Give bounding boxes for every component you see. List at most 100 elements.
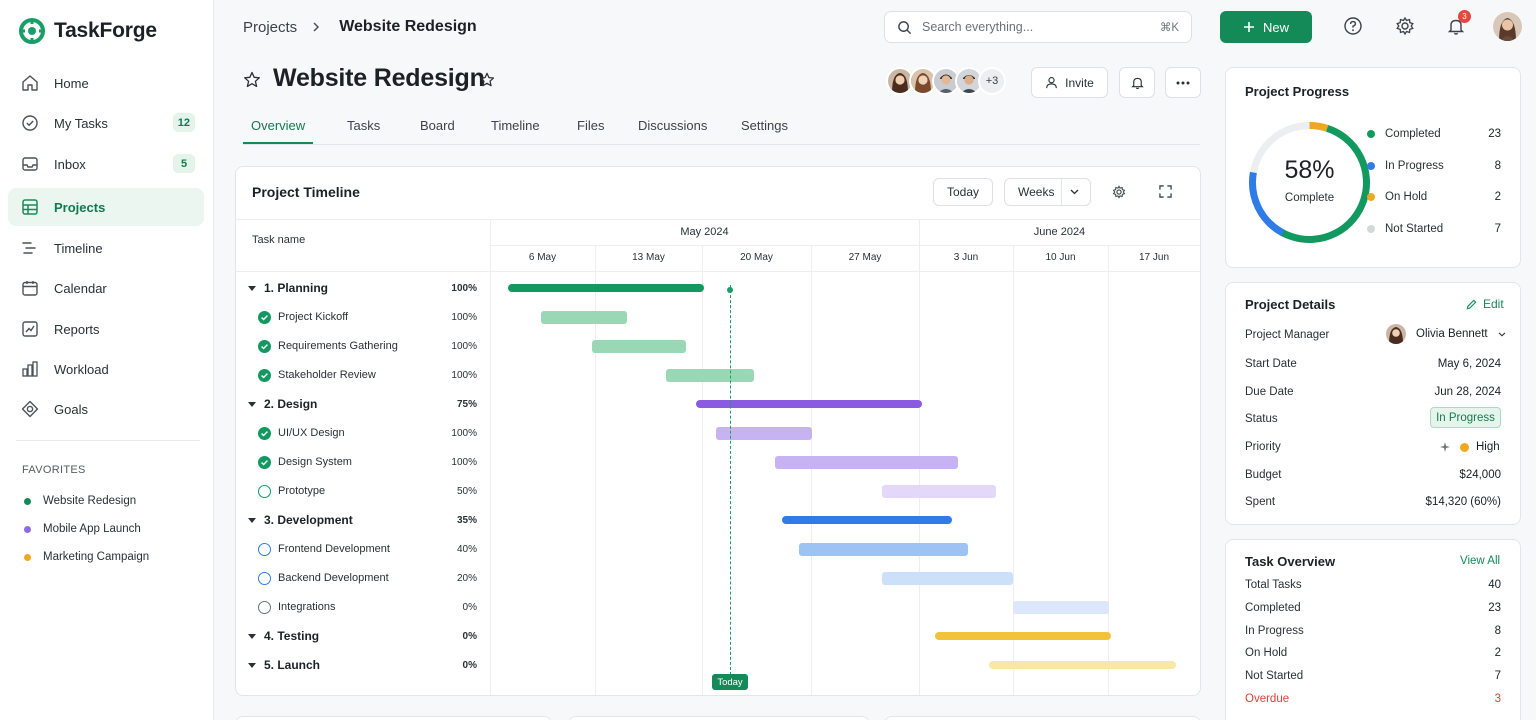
gantt-bar[interactable] bbox=[508, 284, 704, 292]
sidebar-item-reports[interactable]: Reports bbox=[8, 310, 204, 348]
collapse-caret-icon[interactable] bbox=[248, 634, 256, 639]
status-circle-icon[interactable] bbox=[258, 485, 271, 498]
task-row[interactable]: Project Kickoff 100% bbox=[236, 303, 490, 332]
more-options-button[interactable] bbox=[1165, 67, 1201, 98]
sidebar-item-calendar[interactable]: Calendar bbox=[8, 269, 204, 307]
search-icon bbox=[898, 20, 912, 34]
today-button[interactable]: Today bbox=[933, 178, 993, 206]
gantt-bar[interactable] bbox=[882, 485, 996, 498]
user-avatar[interactable] bbox=[1493, 12, 1522, 41]
gantt-bar[interactable] bbox=[592, 340, 686, 353]
settings-gear-icon[interactable] bbox=[1395, 16, 1415, 36]
project-bell-button[interactable] bbox=[1119, 67, 1155, 98]
member-avatars[interactable]: +3 bbox=[886, 67, 1006, 95]
expand-fullscreen-icon[interactable] bbox=[1159, 185, 1172, 198]
favorite-color-dot bbox=[24, 497, 31, 505]
timeline-settings-icon[interactable] bbox=[1112, 185, 1126, 199]
task-row[interactable]: Prototype 50% bbox=[236, 477, 490, 506]
collapse-caret-icon[interactable] bbox=[248, 286, 256, 291]
tab-settings[interactable]: Settings bbox=[741, 118, 788, 133]
week-label: 3 Jun bbox=[953, 252, 979, 263]
app-logo[interactable]: TaskForge bbox=[19, 18, 157, 44]
edit-details-button[interactable]: Edit bbox=[1466, 297, 1504, 311]
active-tab-underline bbox=[243, 142, 313, 144]
view-all-link[interactable]: View All bbox=[1460, 555, 1501, 567]
gantt-bar[interactable] bbox=[696, 400, 922, 408]
tab-discussions[interactable]: Discussions bbox=[638, 118, 708, 133]
gantt-bar[interactable] bbox=[989, 661, 1176, 669]
legend-item: Not Started bbox=[1367, 223, 1443, 235]
search-input[interactable]: Search everything... ⌘K bbox=[884, 11, 1192, 43]
collapse-caret-icon[interactable] bbox=[248, 663, 256, 668]
check-done-icon[interactable] bbox=[258, 311, 271, 324]
status-circle-icon[interactable] bbox=[258, 601, 271, 614]
priority-select[interactable]: High bbox=[1440, 441, 1500, 453]
task-group-row[interactable]: 1. Planning 100% bbox=[236, 274, 490, 303]
new-button[interactable]: New bbox=[1220, 11, 1312, 43]
status-circle-icon[interactable] bbox=[258, 543, 271, 556]
task-column-divider bbox=[490, 219, 491, 695]
sidebar-item-goals[interactable]: Goals bbox=[8, 390, 204, 428]
overview-value: 7 bbox=[1494, 670, 1501, 682]
tab-board[interactable]: Board bbox=[420, 118, 455, 133]
check-done-icon[interactable] bbox=[258, 340, 271, 353]
task-group-row[interactable]: 5. Launch 0% bbox=[236, 651, 490, 680]
gantt-bar[interactable] bbox=[666, 369, 754, 382]
sidebar-item-projects[interactable]: Projects bbox=[8, 188, 204, 226]
tab-timeline[interactable]: Timeline bbox=[491, 118, 540, 133]
gantt-bar[interactable] bbox=[782, 516, 952, 524]
timeline-icon bbox=[21, 239, 39, 257]
task-row[interactable]: Integrations 0% bbox=[236, 593, 490, 622]
tab-overview[interactable]: Overview bbox=[251, 118, 306, 133]
task-row[interactable]: Backend Development 20% bbox=[236, 564, 490, 593]
favorite-item[interactable]: Marketing Campaign bbox=[24, 551, 149, 563]
tab-files[interactable]: Files bbox=[577, 118, 605, 133]
notification-count-badge: 3 bbox=[1458, 10, 1471, 23]
sidebar-item-workload[interactable]: Workload bbox=[8, 350, 204, 388]
task-group-row[interactable]: 4. Testing 0% bbox=[236, 622, 490, 651]
gantt-bar[interactable] bbox=[1013, 601, 1109, 614]
breadcrumb-projects-link[interactable]: Projects bbox=[243, 18, 298, 36]
tab-tasks[interactable]: Tasks bbox=[347, 118, 381, 133]
favorite-item[interactable]: Mobile App Launch bbox=[24, 523, 141, 535]
project-manager-select[interactable]: Olivia Bennett bbox=[1386, 324, 1506, 344]
task-row[interactable]: Requirements Gathering 100% bbox=[236, 332, 490, 361]
check-done-icon[interactable] bbox=[258, 427, 271, 440]
collapse-caret-icon[interactable] bbox=[248, 402, 256, 407]
notifications-bell-icon[interactable] bbox=[1446, 16, 1466, 36]
check-done-icon[interactable] bbox=[258, 456, 271, 469]
collapse-caret-icon[interactable] bbox=[248, 518, 256, 523]
overview-label: Overdue bbox=[1245, 693, 1290, 705]
favorite-item[interactable]: Website Redesign bbox=[24, 495, 136, 507]
gantt-bar[interactable] bbox=[716, 427, 812, 440]
gantt-bar[interactable] bbox=[775, 456, 958, 469]
sidebar-item-inbox[interactable]: Inbox 5 bbox=[8, 145, 204, 183]
invite-button[interactable]: Invite bbox=[1031, 67, 1108, 98]
scale-select[interactable]: Weeks bbox=[1004, 178, 1091, 206]
progress-title: Project Progress bbox=[1245, 84, 1350, 99]
sidebar-item-home[interactable]: Home bbox=[8, 64, 204, 102]
status-circle-icon[interactable] bbox=[258, 572, 271, 585]
gantt-bar[interactable] bbox=[541, 311, 627, 324]
task-row[interactable]: Stakeholder Review 100% bbox=[236, 361, 490, 390]
detail-value: $14,320 (60%) bbox=[1425, 496, 1501, 508]
status-badge[interactable]: In Progress bbox=[1430, 407, 1501, 428]
legend-label: In Progress bbox=[1385, 159, 1444, 172]
task-group-row[interactable]: 2. Design 75% bbox=[236, 390, 490, 419]
check-done-icon[interactable] bbox=[258, 369, 271, 382]
member-avatar bbox=[955, 67, 983, 95]
gantt-bar[interactable] bbox=[882, 572, 1013, 585]
favorite-star-icon[interactable] bbox=[243, 71, 261, 89]
task-group-row[interactable]: 3. Development 35% bbox=[236, 506, 490, 535]
gantt-bar[interactable] bbox=[799, 543, 968, 556]
task-row[interactable]: UI/UX Design 100% bbox=[236, 419, 490, 448]
plus-icon bbox=[1243, 22, 1254, 32]
task-row[interactable]: Design System 100% bbox=[236, 448, 490, 477]
star-outline-icon[interactable] bbox=[479, 72, 495, 88]
task-row[interactable]: Frontend Development 40% bbox=[236, 535, 490, 564]
sidebar-item-my-tasks[interactable]: My Tasks 12 bbox=[8, 104, 204, 142]
gantt-bar[interactable] bbox=[935, 632, 1111, 640]
sidebar-item-timeline[interactable]: Timeline bbox=[8, 229, 204, 267]
breadcrumb-current: Website Redesign bbox=[339, 18, 477, 35]
help-icon[interactable] bbox=[1343, 16, 1363, 36]
